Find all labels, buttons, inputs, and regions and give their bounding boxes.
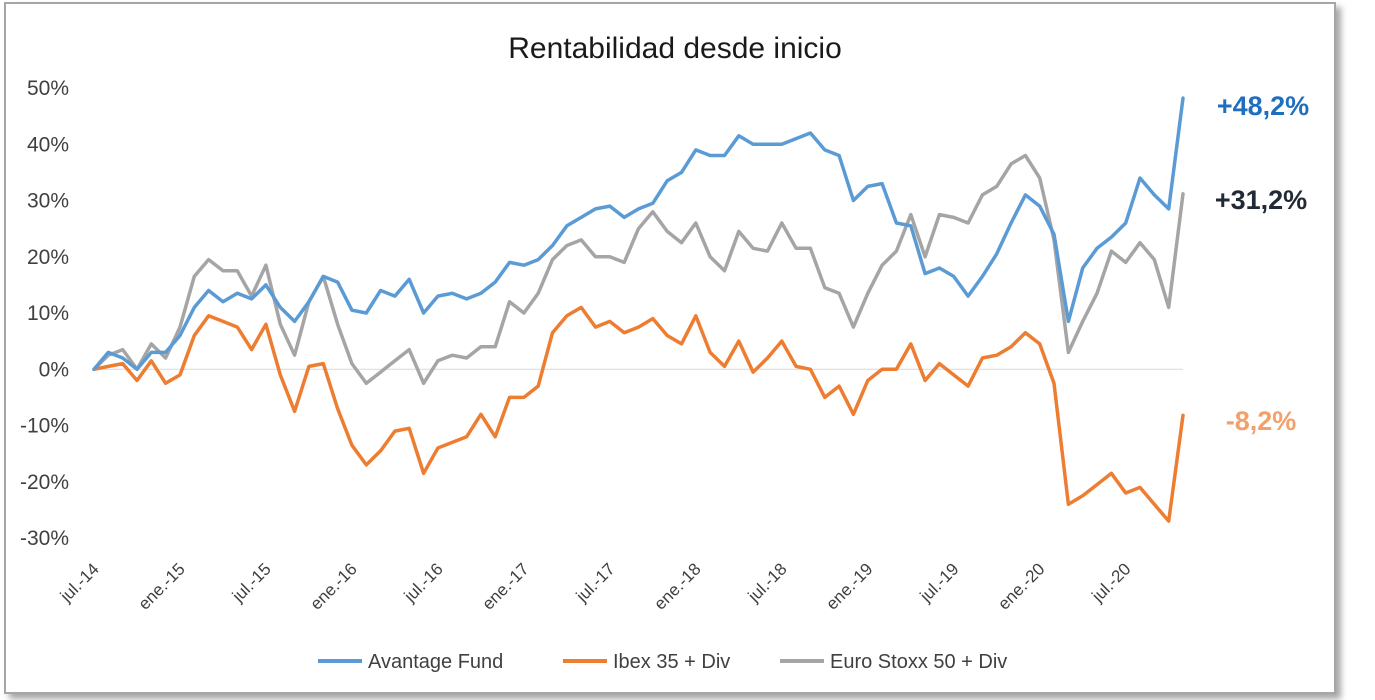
x-tick-label: jul.-18 bbox=[744, 559, 791, 606]
line-chart: Rentabilidad desde inicio 50% 40% 30% 20% 10… bbox=[20, 32, 1309, 673]
x-tick-label: jul.-17 bbox=[572, 559, 619, 606]
y-axis: 50% 40% 30% 20% 10% 0% -10% -20% -30% bbox=[20, 77, 69, 550]
x-axis: jul.-14 ene.-15 jul.-15 ene.-16 jul.-16 ene.-… bbox=[56, 559, 1135, 613]
final-value-annotation: -8,2% bbox=[1226, 406, 1297, 436]
x-tick-label: jul.-14 bbox=[56, 559, 103, 606]
series-layer bbox=[92, 96, 1185, 523]
x-tick-label: jul.-16 bbox=[400, 559, 447, 606]
legend-label: Euro Stoxx 50 + Div bbox=[830, 651, 1007, 673]
x-tick-label: jul.-20 bbox=[1088, 559, 1135, 606]
y-tick-label: 30% bbox=[27, 190, 69, 213]
x-tick-label: ene.-20 bbox=[994, 559, 1048, 613]
y-tick-label: -10% bbox=[20, 415, 69, 438]
x-tick-label: ene.-17 bbox=[478, 559, 532, 613]
x-tick-label: ene.-16 bbox=[307, 559, 361, 613]
chart-frame: Rentabilidad desde inicio 50% 40% 30% 20% 10… bbox=[4, 2, 1336, 694]
x-tick-label: ene.-18 bbox=[650, 559, 704, 613]
series-line-ibex-35-div bbox=[92, 305, 1185, 523]
legend-label: Ibex 35 + Div bbox=[613, 651, 730, 673]
y-tick-label: 10% bbox=[27, 302, 69, 325]
chart-title: Rentabilidad desde inicio bbox=[508, 32, 842, 65]
final-value-annotation: +31,2% bbox=[1215, 185, 1307, 215]
annotations: +48,2% +31,2% -8,2% bbox=[1215, 91, 1309, 436]
y-tick-label: -20% bbox=[20, 471, 69, 494]
legend-label: Avantage Fund bbox=[368, 651, 503, 673]
final-value-annotation: +48,2% bbox=[1217, 91, 1309, 121]
x-tick-label: jul.-19 bbox=[916, 559, 963, 606]
series-line-avantage-fund bbox=[92, 96, 1185, 372]
x-tick-label: ene.-15 bbox=[135, 559, 189, 613]
y-tick-label: 0% bbox=[39, 358, 69, 381]
x-tick-label: ene.-19 bbox=[822, 559, 876, 613]
y-tick-label: 50% bbox=[27, 77, 69, 100]
y-tick-label: -30% bbox=[20, 527, 69, 550]
x-tick-label: jul.-15 bbox=[228, 559, 275, 606]
y-tick-label: 20% bbox=[27, 246, 69, 269]
series-line-euro-stoxx-50-div bbox=[92, 153, 1185, 386]
y-tick-label: 40% bbox=[27, 133, 69, 156]
legend: Avantage Fund Ibex 35 + Div Euro Stoxx 50 … bbox=[318, 651, 1007, 673]
